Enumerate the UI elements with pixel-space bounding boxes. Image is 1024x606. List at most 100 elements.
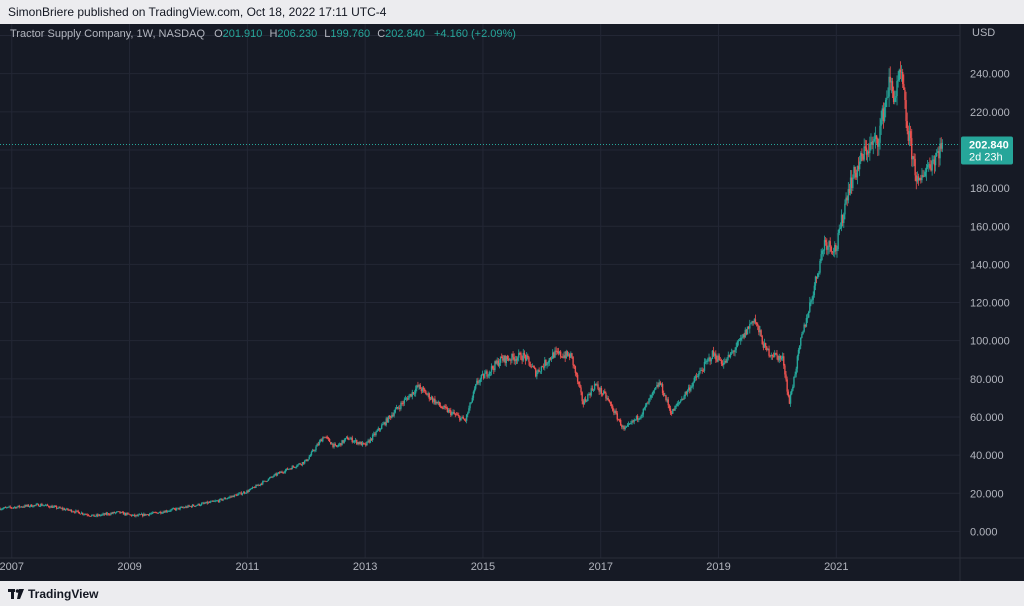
candle-body (576, 374, 579, 382)
candle-body (606, 398, 608, 399)
candle-body (64, 509, 67, 511)
candle-body (313, 450, 315, 452)
candle-body (737, 340, 740, 342)
candle-body (340, 443, 342, 446)
price-chart[interactable]: 0.000 20.000 40.000 60.000 80.000 100.000 120.… (0, 24, 1024, 581)
candle-body (661, 384, 664, 394)
candle-body (401, 402, 403, 404)
candle-body (9, 506, 11, 508)
candle-body (583, 399, 586, 405)
candle-body (537, 369, 539, 374)
candle-body (508, 359, 511, 361)
candle-body (920, 177, 922, 181)
candle-body (185, 506, 187, 508)
candle-body (574, 366, 577, 373)
candle-body (858, 161, 861, 170)
price-tick-label: 240.000 (970, 69, 1010, 81)
candle-body (222, 499, 224, 501)
time-tick-label: 2021 (824, 561, 848, 573)
candle-body (332, 443, 334, 447)
candle-body (163, 511, 165, 513)
candle-body (112, 512, 114, 514)
candle-body (545, 360, 547, 366)
candle-body (241, 493, 244, 495)
candle-body (771, 354, 774, 357)
candle-body (548, 358, 551, 363)
candle-body (701, 370, 703, 371)
candle-body (179, 507, 181, 510)
candle-body (8, 506, 10, 508)
candle-body (713, 353, 716, 356)
candle-body (84, 514, 86, 515)
candle-body (802, 331, 804, 335)
candle-body (759, 330, 761, 333)
candle-body (926, 164, 929, 168)
candle-body (738, 340, 741, 342)
candle-body (28, 506, 31, 508)
candle-body (814, 276, 817, 286)
candle-body (692, 382, 694, 387)
candle-body (12, 507, 15, 509)
candle-body (323, 437, 325, 439)
candle-body (351, 437, 353, 443)
candle-body (32, 506, 34, 508)
candle-body (378, 428, 381, 430)
candle-body (924, 172, 927, 177)
time-tick-label: 2009 (117, 561, 141, 573)
candle-body (175, 508, 178, 511)
candle-body (444, 405, 446, 408)
candle-body (836, 249, 838, 252)
candle-body (267, 478, 270, 481)
candle-body (448, 409, 451, 411)
candle-body (718, 355, 720, 361)
candle-body (272, 476, 274, 478)
candle-body (442, 408, 444, 409)
candle-body (914, 158, 916, 176)
candle-body (200, 503, 203, 506)
time-tick-label: 2007 (0, 561, 24, 573)
candle-body (126, 513, 128, 516)
candle-body (806, 317, 809, 319)
countdown-label: 2d 23h (969, 152, 1003, 164)
candle-body (253, 487, 255, 488)
candle-body (400, 402, 402, 409)
candle-body (101, 514, 103, 516)
low-label: L (324, 28, 331, 40)
candle-body (331, 443, 333, 445)
candle-body (506, 356, 509, 359)
candle-body (674, 406, 676, 411)
candle-body (800, 337, 802, 346)
candle-body (288, 469, 290, 470)
candle-body (865, 147, 868, 155)
candle-body (286, 468, 289, 470)
candle-body (760, 330, 762, 337)
candle-body (621, 425, 623, 428)
candle-body (352, 441, 355, 443)
candle-body (404, 398, 407, 400)
candle-body (344, 438, 347, 440)
candle-body (262, 481, 264, 485)
candle-body (542, 366, 545, 368)
candle-body (750, 323, 752, 325)
candle-body (298, 463, 300, 465)
open-label: O (214, 28, 223, 40)
candle-body (648, 398, 650, 404)
price-tick-label: 0.000 (970, 526, 998, 538)
candle-body (598, 388, 600, 392)
candle-body (161, 512, 163, 514)
candle-body (627, 423, 630, 425)
candle-body (794, 374, 796, 377)
candle-body (616, 413, 618, 420)
candle-body (716, 359, 718, 362)
candle-body (531, 366, 534, 368)
candle-body (327, 437, 330, 439)
candle-body (143, 513, 145, 517)
candle-body (254, 487, 256, 489)
candle-body (683, 396, 685, 400)
change-value: +4.160 (+2.09%) (433, 28, 516, 40)
candle-body (636, 415, 639, 420)
candle-body (470, 402, 472, 404)
candle-body (788, 396, 791, 404)
candle-body (831, 251, 834, 253)
chart-area[interactable]: 0.000 20.000 40.000 60.000 80.000 100.000 120.… (0, 24, 1024, 581)
